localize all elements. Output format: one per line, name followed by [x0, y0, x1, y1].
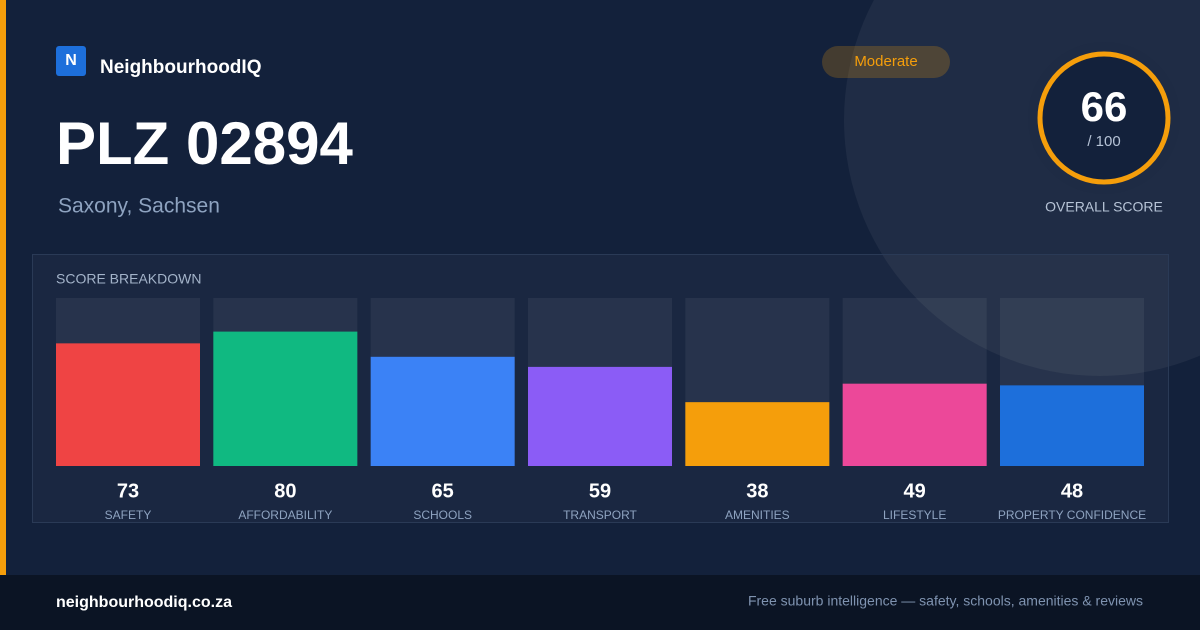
- bar: [685, 402, 830, 466]
- subtitle: Saxony, Sachsen: [58, 195, 220, 218]
- bar-value: 73: [117, 480, 139, 502]
- score-max: / 100: [1087, 133, 1120, 150]
- score-ring: [1037, 51, 1171, 185]
- footer: [0, 575, 1200, 630]
- bar: [842, 383, 987, 466]
- bar-label: PROPERTY CONFIDENCE: [998, 508, 1146, 522]
- title: PLZ 02894: [56, 110, 353, 177]
- brand-name: NeighbourhoodIQ: [100, 57, 261, 78]
- bar-label: LIFESTYLE: [883, 508, 946, 522]
- bar-label: AFFORDABILITY: [238, 508, 332, 522]
- bar-value: 48: [1061, 480, 1083, 502]
- bar: [528, 366, 672, 466]
- badge-text: Moderate: [854, 53, 917, 70]
- bar-label: SCHOOLS: [413, 508, 472, 522]
- bar-value: 59: [589, 480, 611, 502]
- bar-label: TRANSPORT: [563, 508, 637, 522]
- bar-value: 80: [274, 480, 296, 502]
- bar: [1000, 385, 1144, 466]
- score-caption: OVERALL SCORE: [1045, 199, 1163, 215]
- bar: [56, 343, 200, 466]
- footer-domain: neighbourhoodiq.co.za: [56, 594, 232, 611]
- badge: [822, 46, 950, 78]
- logo-letter: N: [65, 52, 77, 69]
- accent-stripe: [0, 0, 6, 575]
- bar-label: SAFETY: [105, 508, 152, 522]
- score-value: 66: [1081, 83, 1128, 130]
- breakdown-title: SCORE BREAKDOWN: [56, 271, 201, 287]
- bar: [370, 356, 515, 466]
- bar-value: 49: [904, 480, 926, 502]
- bar-value: 38: [746, 480, 768, 502]
- logo-box: [56, 46, 86, 76]
- bar-label: AMENITIES: [725, 508, 790, 522]
- bar: [213, 331, 358, 466]
- breakdown-panel: [32, 254, 1169, 523]
- bar-value: 65: [432, 480, 454, 502]
- footer-tagline: Free suburb intelligence — safety, schoo…: [748, 593, 1143, 609]
